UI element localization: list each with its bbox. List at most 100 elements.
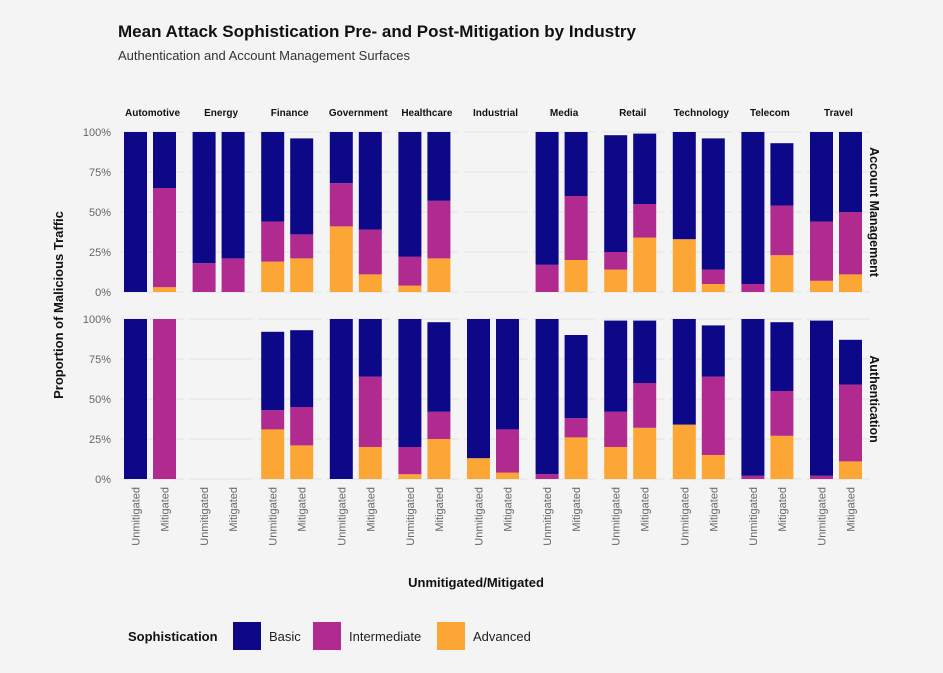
bar-segment (427, 258, 451, 292)
x-tick-label: Unmitigated (268, 487, 280, 546)
bar-segment (329, 132, 353, 184)
bar-segment (810, 132, 833, 222)
facet-label: Industrial (473, 108, 518, 119)
bar-segment (672, 424, 696, 479)
bar-segment (358, 376, 382, 447)
bar-segment (810, 280, 833, 292)
bar-segment (839, 339, 862, 385)
facet-label: Government (329, 108, 389, 119)
facet-label: Travel (824, 108, 853, 119)
facet-label: Technology (674, 108, 730, 119)
bar-segment (290, 407, 314, 446)
x-tick-label: Unmitigated (474, 487, 486, 546)
x-tick-label: Unmitigated (611, 487, 623, 546)
bar-segment (633, 204, 657, 238)
bar-segment (290, 330, 314, 407)
x-axis-title: Unmitigated/Mitigated (408, 575, 544, 590)
bar-segment (398, 256, 422, 286)
x-tick-label: Mitigated (503, 487, 515, 532)
bar-segment (153, 132, 176, 188)
bar-segment (124, 132, 147, 292)
x-tick-label: Unmitigated (336, 487, 348, 546)
chart-subtitle: Authentication and Account Management Su… (118, 48, 410, 63)
bar-segment (564, 196, 588, 260)
bar-segment (261, 132, 285, 222)
y-tick-label: 75% (89, 354, 111, 366)
x-tick-label: Unmitigated (679, 487, 691, 546)
y-tick-label: 0% (95, 474, 111, 486)
bar-segment (810, 221, 833, 281)
bar-segment (839, 132, 862, 212)
bar-segment (633, 427, 657, 479)
bar-segment (496, 472, 519, 479)
bar-segment (672, 132, 696, 240)
x-tick-label: Mitigated (846, 487, 858, 532)
bar-segment (604, 269, 628, 292)
bar-segment (839, 274, 862, 292)
bar-segment (604, 135, 628, 252)
bar-segment (496, 429, 519, 473)
bar-segment (701, 325, 725, 377)
facet-label: Automotive (125, 108, 180, 119)
bar-segment (427, 200, 451, 259)
bar-segment (290, 138, 314, 235)
x-tick-label: Mitigated (297, 487, 309, 532)
bar-segment (153, 188, 176, 288)
bar-segment (153, 287, 176, 292)
x-tick-label: Unmitigated (817, 487, 829, 546)
bar-segment (701, 284, 725, 292)
bar-segment (398, 447, 422, 475)
bar-segment (770, 255, 794, 292)
bar-segment (701, 138, 725, 270)
x-tick-label: Mitigated (708, 487, 720, 532)
bar-segment (701, 455, 725, 479)
bar-segment (535, 264, 559, 292)
x-tick-label: Mitigated (228, 487, 240, 532)
bar-segment (192, 132, 216, 264)
y-tick-label: 50% (89, 207, 111, 219)
y-axis-title: Proportion of Malicious Traffic (51, 211, 66, 399)
chart-title: Mean Attack Sophistication Pre- and Post… (118, 22, 636, 41)
bar-segment (741, 132, 765, 284)
bar-segment (564, 132, 588, 196)
bar-segment (398, 132, 422, 257)
legend-label: Advanced (473, 629, 531, 644)
bar-segment (290, 258, 314, 292)
bar-segment (633, 237, 657, 292)
bar-segment (633, 383, 657, 428)
y-tick-label: 0% (95, 287, 111, 299)
bar-segment (741, 475, 765, 479)
y-tick-label: 100% (83, 127, 111, 139)
x-tick-label: Unmitigated (131, 487, 143, 546)
facet-label: Telecom (750, 108, 790, 119)
bar-segment (329, 226, 353, 292)
bar-segment (604, 252, 628, 270)
legend-swatch (437, 622, 465, 650)
bar-segment (535, 474, 559, 479)
bar-segment (427, 411, 451, 439)
bar-segment (467, 458, 490, 479)
bar-segment (290, 445, 314, 479)
bar-segment (261, 410, 285, 430)
bar-segment (261, 331, 285, 411)
bar-segment (564, 260, 588, 292)
x-tick-label: Mitigated (571, 487, 583, 532)
x-tick-label: Mitigated (365, 487, 377, 532)
bar-segment (290, 234, 314, 259)
y-tick-label: 25% (89, 434, 111, 446)
bar-segment (467, 319, 490, 459)
x-tick-label: Unmitigated (748, 487, 760, 546)
bar-segment (810, 475, 833, 479)
bar-segment (604, 411, 628, 447)
legend-label: Intermediate (349, 629, 421, 644)
row-facet-label: Authentication (867, 355, 881, 443)
bar-segment (535, 132, 559, 265)
legend-label: Basic (269, 629, 301, 644)
x-tick-label: Unmitigated (405, 487, 417, 546)
bar-segment (358, 447, 382, 479)
bar-segment (358, 132, 382, 230)
bar-segment (564, 418, 588, 438)
bar-segment (839, 384, 862, 462)
bar-segment (261, 261, 285, 292)
bar-segment (770, 143, 794, 206)
